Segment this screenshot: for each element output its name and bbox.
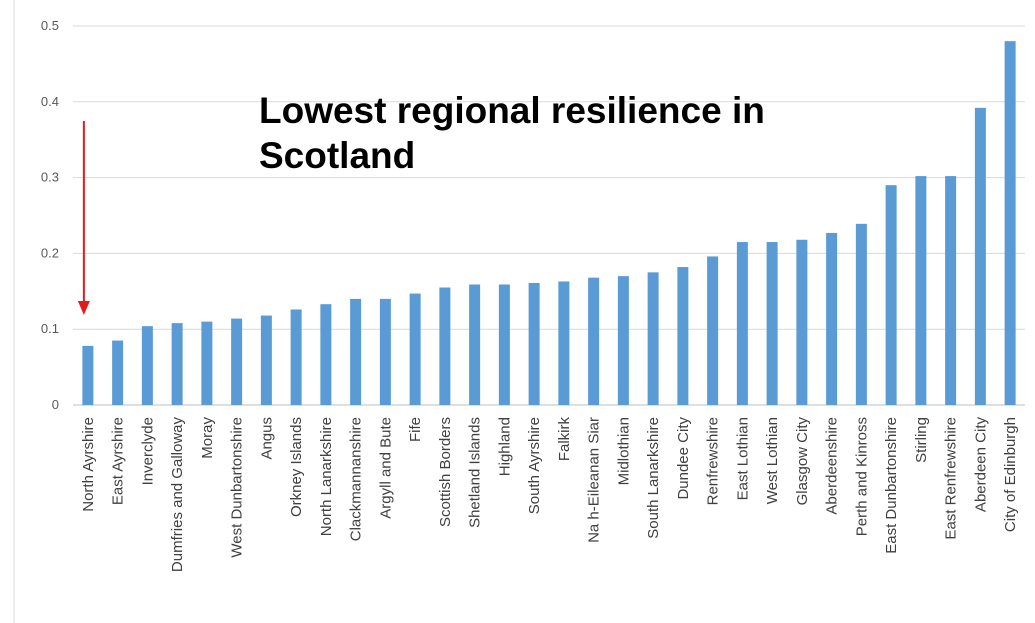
x-tick-label: Aberdeen City bbox=[972, 417, 989, 513]
x-tick-label: Midlothian bbox=[615, 417, 632, 485]
bar bbox=[617, 276, 629, 405]
bar bbox=[379, 298, 391, 405]
bar bbox=[707, 256, 719, 405]
bar bbox=[1004, 41, 1016, 405]
bar bbox=[469, 284, 481, 405]
bar bbox=[736, 242, 748, 405]
x-tick-label: South Lanarkshire bbox=[645, 417, 662, 539]
x-tick-label: Moray bbox=[199, 417, 216, 459]
bar bbox=[528, 282, 540, 405]
bar bbox=[290, 309, 302, 405]
x-tick-label: West Lothian bbox=[764, 417, 781, 504]
bar bbox=[231, 318, 243, 405]
bar bbox=[677, 267, 689, 405]
x-tick-label: North Ayrshire bbox=[80, 417, 97, 512]
x-tick-label: Orkney Islands bbox=[288, 417, 305, 517]
bar bbox=[201, 321, 213, 405]
x-tick-label: Shetland Islands bbox=[467, 417, 484, 528]
bar bbox=[141, 326, 153, 405]
x-tick-label: Clackmannanshire bbox=[348, 417, 365, 541]
bar bbox=[915, 176, 927, 405]
bar bbox=[945, 176, 957, 405]
y-tick-label: 0.2 bbox=[41, 245, 59, 260]
bar bbox=[260, 315, 272, 405]
x-tick-label: Dundee City bbox=[675, 417, 692, 500]
x-tick-label: Aberdeenshire bbox=[824, 417, 841, 515]
x-tick-label: East Renfrewshire bbox=[943, 417, 960, 540]
bar bbox=[588, 277, 600, 405]
y-tick-label: 0.3 bbox=[41, 170, 59, 185]
y-tick-label: 0.5 bbox=[41, 18, 59, 33]
x-axis-labels: North Ayrshire East Ayrshire Inverclyde Dum… bbox=[80, 417, 1019, 573]
x-tick-label: Stirling bbox=[913, 417, 930, 463]
x-tick-label: Scottish Borders bbox=[437, 417, 454, 527]
x-tick-label: Dumfries and Galloway bbox=[169, 417, 186, 573]
annotation-text: Lowest regional resilience in Scotland bbox=[259, 90, 765, 176]
x-tick-label: Fife bbox=[407, 417, 424, 442]
bar bbox=[826, 232, 838, 405]
bar bbox=[974, 107, 986, 405]
x-tick-label: Angus bbox=[258, 417, 275, 460]
x-tick-label: Inverclyde bbox=[139, 417, 156, 485]
bar bbox=[439, 287, 451, 405]
bar bbox=[409, 293, 421, 405]
bar bbox=[320, 304, 332, 405]
x-tick-label: City of Edinburgh bbox=[1002, 417, 1019, 532]
x-tick-label: South Ayrshire bbox=[526, 417, 543, 514]
x-tick-label: Glasgow City bbox=[794, 417, 811, 506]
x-tick-label: Argyll and Bute bbox=[377, 417, 394, 519]
y-axis-ticks: 0 0.1 0.2 0.3 0.4 0.5 bbox=[41, 18, 59, 412]
bar bbox=[766, 242, 778, 405]
y-tick-label: 0.4 bbox=[41, 94, 59, 109]
x-tick-label: East Lothian bbox=[734, 417, 751, 500]
bar bbox=[498, 284, 510, 405]
bar bbox=[558, 281, 570, 405]
x-tick-label: East Ayrshire bbox=[110, 417, 127, 505]
x-tick-label: Falkirk bbox=[556, 417, 573, 462]
x-tick-label: Na h-Eileanan Siar bbox=[586, 417, 603, 543]
bar bbox=[855, 223, 867, 405]
bars bbox=[82, 41, 1016, 405]
x-tick-label: Highland bbox=[496, 417, 513, 476]
annotation-arrow bbox=[77, 121, 90, 315]
x-tick-label: Perth and Kinross bbox=[853, 417, 870, 536]
bar bbox=[171, 323, 183, 405]
bar bbox=[82, 345, 94, 405]
gridlines bbox=[73, 25, 1025, 406]
x-tick-label: North Lanarkshire bbox=[318, 417, 335, 536]
y-tick-label: 0.1 bbox=[41, 321, 59, 336]
bar bbox=[885, 185, 897, 405]
bar bbox=[647, 272, 659, 405]
y-tick-label: 0 bbox=[52, 397, 59, 412]
x-tick-label: East Dunbartonshire bbox=[883, 417, 900, 554]
bar bbox=[350, 298, 362, 405]
bar bbox=[796, 239, 808, 405]
x-tick-label: Renfrewshire bbox=[705, 417, 722, 505]
x-tick-label: West Dunbartonshire bbox=[229, 417, 246, 558]
arrow-head bbox=[77, 301, 90, 315]
bar bbox=[112, 340, 124, 405]
